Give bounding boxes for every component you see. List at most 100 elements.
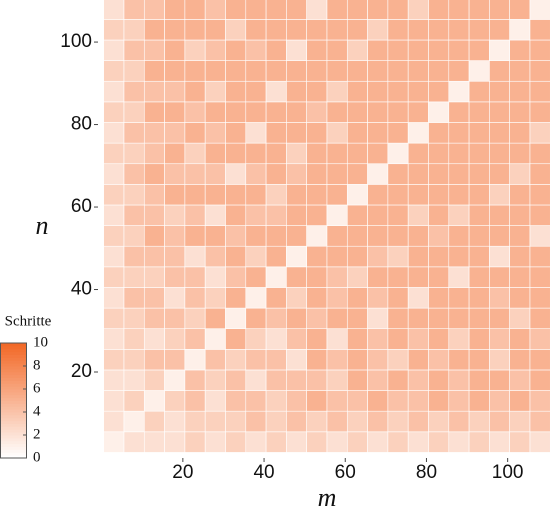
colorbar-title: Schritte bbox=[5, 313, 52, 329]
heatmap-cell bbox=[489, 142, 510, 165]
colorbar-strip bbox=[0, 455, 27, 459]
heatmap-cell bbox=[387, 328, 409, 350]
heatmap-cell bbox=[164, 245, 186, 268]
heatmap-cell bbox=[468, 163, 490, 185]
heatmap-cell bbox=[265, 184, 287, 206]
heatmap-cell bbox=[448, 328, 470, 350]
colorbar-tick-label: 4 bbox=[33, 403, 41, 419]
heatmap-cell bbox=[123, 0, 145, 20]
heatmap-cell bbox=[286, 410, 307, 433]
heatmap-cell bbox=[346, 60, 368, 82]
heatmap-cell bbox=[123, 39, 145, 61]
heatmap-cell bbox=[346, 245, 368, 268]
heatmap-cell bbox=[123, 431, 145, 453]
heatmap-cell bbox=[387, 287, 409, 309]
heatmap-cell bbox=[326, 101, 348, 123]
heatmap-cell bbox=[346, 349, 368, 371]
x-axis-label: m bbox=[318, 483, 337, 512]
heatmap-cell bbox=[164, 101, 186, 123]
heatmap-cell bbox=[286, 204, 307, 226]
heatmap-cell bbox=[204, 0, 226, 20]
heatmap-cell bbox=[265, 369, 287, 391]
heatmap-cell bbox=[123, 122, 145, 144]
heatmap-cell bbox=[367, 19, 389, 41]
heatmap-cell bbox=[123, 410, 145, 433]
heatmap-cell bbox=[143, 369, 165, 391]
heatmap-cell bbox=[387, 142, 409, 165]
colorbar-strip bbox=[0, 437, 27, 442]
heatmap-cell bbox=[448, 142, 470, 165]
heatmap-cell bbox=[103, 307, 125, 330]
heatmap-cell bbox=[428, 122, 450, 144]
heatmap-cell bbox=[326, 390, 348, 412]
colorbar-tick-label: 6 bbox=[33, 380, 41, 396]
heatmap-cell bbox=[529, 369, 551, 391]
heatmap-cell bbox=[306, 369, 328, 391]
heatmap-cell bbox=[184, 0, 206, 20]
heatmap-cell bbox=[326, 163, 348, 185]
heatmap-cell bbox=[143, 122, 165, 144]
heatmap-cell bbox=[448, 39, 470, 61]
colorbar-strip bbox=[0, 374, 27, 378]
heatmap-cell bbox=[225, 80, 247, 103]
heatmap-cell bbox=[225, 122, 247, 144]
heatmap-cell bbox=[245, 142, 267, 165]
heatmap-cell bbox=[489, 266, 510, 288]
heatmap-cell bbox=[286, 122, 307, 144]
heatmap-cell bbox=[468, 39, 490, 61]
heatmap-cell bbox=[143, 60, 165, 82]
heatmap-cell bbox=[286, 287, 307, 309]
heatmap-cell bbox=[509, 225, 531, 247]
heatmap-cell bbox=[286, 39, 307, 61]
heatmap-cell bbox=[184, 225, 206, 247]
heatmap-cell bbox=[509, 101, 531, 123]
heatmap-cell bbox=[346, 390, 368, 412]
heatmap-cell bbox=[529, 245, 551, 268]
heatmap-cell bbox=[448, 225, 470, 247]
heatmap-cell bbox=[367, 0, 389, 20]
heatmap-cell bbox=[306, 431, 328, 453]
heatmap-cell bbox=[468, 287, 490, 309]
heatmap-cell bbox=[367, 349, 389, 371]
heatmap-cell bbox=[184, 163, 206, 185]
heatmap-cell bbox=[448, 60, 470, 82]
colorbar-strip bbox=[0, 432, 27, 436]
heatmap-cell bbox=[367, 142, 389, 165]
heatmap-cell bbox=[407, 287, 429, 309]
heatmap-cell bbox=[184, 431, 206, 453]
heatmap-cell bbox=[367, 410, 389, 433]
heatmap-cell bbox=[468, 328, 490, 350]
heatmap-cell bbox=[367, 101, 389, 123]
heatmap-cell bbox=[245, 349, 267, 371]
heatmap-cell bbox=[428, 204, 450, 226]
y-tick-label: 100 bbox=[60, 31, 92, 52]
heatmap-cell bbox=[509, 245, 531, 268]
heatmap-cell bbox=[509, 204, 531, 226]
heatmap-cell bbox=[265, 101, 287, 123]
x-tick-label: 100 bbox=[492, 462, 524, 483]
heatmap-cell bbox=[286, 101, 307, 123]
heatmap-cell bbox=[286, 142, 307, 165]
heatmap-cell bbox=[103, 101, 125, 123]
heatmap-cell bbox=[346, 225, 368, 247]
heatmap-cell bbox=[387, 225, 409, 247]
heatmap-cell bbox=[143, 80, 165, 103]
heatmap-cell bbox=[286, 0, 307, 20]
colorbar-strip bbox=[0, 412, 27, 416]
heatmap-cell bbox=[204, 142, 226, 165]
heatmap-cell bbox=[387, 80, 409, 103]
heatmap-cell bbox=[387, 60, 409, 82]
heatmap-cell bbox=[509, 410, 531, 433]
heatmap-cell bbox=[489, 163, 510, 185]
heatmap-cell bbox=[489, 307, 510, 330]
heatmap-cell bbox=[529, 287, 551, 309]
heatmap-cell bbox=[468, 101, 490, 123]
heatmap-cell bbox=[164, 266, 186, 288]
heatmap-cell bbox=[103, 266, 125, 288]
heatmap-cell bbox=[468, 266, 490, 288]
heatmap-cell bbox=[265, 431, 287, 453]
heatmap-cell bbox=[468, 431, 490, 453]
heatmap-cell bbox=[143, 39, 165, 61]
heatmap-cell bbox=[204, 204, 226, 226]
heatmap-cell bbox=[204, 39, 226, 61]
